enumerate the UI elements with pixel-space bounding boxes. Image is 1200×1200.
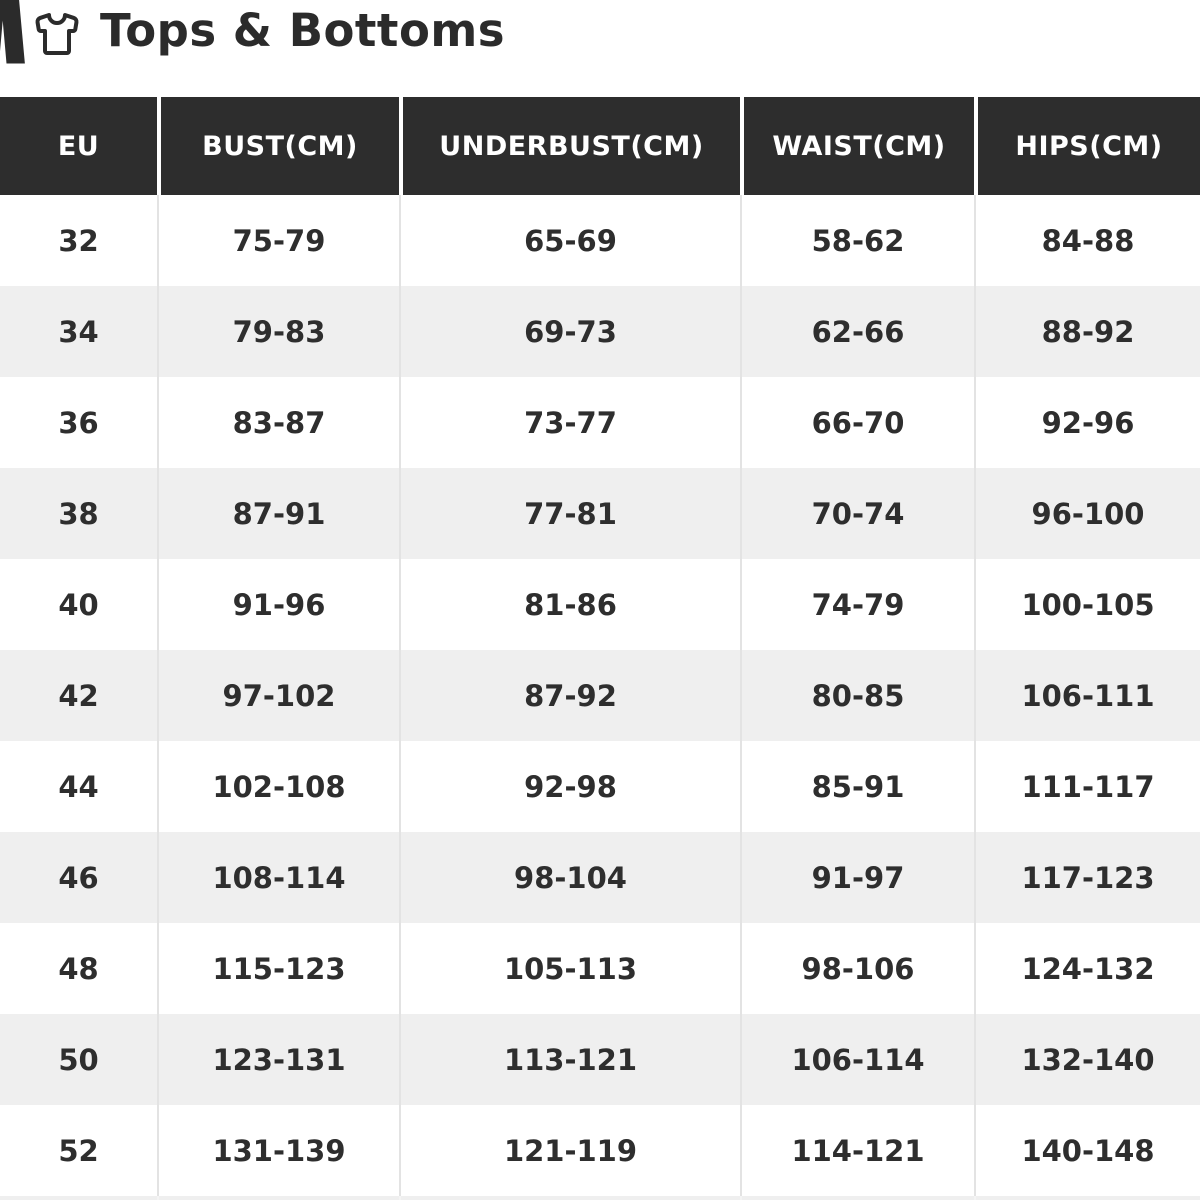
table-cell: 46	[58, 860, 99, 895]
table-cell: 123-131	[157, 1014, 399, 1105]
table-cell: 34	[58, 314, 99, 349]
table-cell: 100-105	[974, 559, 1200, 650]
table-cell: 105-113	[399, 923, 740, 1014]
column-header-underbust: UNDERBUST(CM)	[399, 97, 740, 195]
table-row: 48 115-123 105-113 98-106 124-132	[0, 923, 1200, 1014]
table-cell: 121-119	[399, 1105, 740, 1196]
table-cell: 108-114	[157, 832, 399, 923]
table-cell: 44	[58, 769, 99, 804]
table-cell: 98-106	[740, 923, 974, 1014]
table-row: 34 79-83 69-73 62-66 88-92	[0, 286, 1200, 377]
table-cell: 92-96	[974, 377, 1200, 468]
page-title: Tops & Bottoms	[100, 4, 506, 57]
table-row: 46 108-114 98-104 91-97 117-123	[0, 832, 1200, 923]
table-cell: 79-83	[157, 286, 399, 377]
table-cell: 91-96	[157, 559, 399, 650]
title-bar: Tops & Bottoms	[0, 0, 1200, 97]
table-cell: 66-70	[740, 377, 974, 468]
table-cell: 75-79	[157, 195, 399, 286]
table-cell: 70-74	[740, 468, 974, 559]
table-cell: 32	[58, 223, 99, 258]
table-cell: 88-92	[974, 286, 1200, 377]
table-cell: 117-123	[974, 832, 1200, 923]
table-cell: 97-102	[157, 650, 399, 741]
table-cell: 102-108	[157, 741, 399, 832]
table-row: 50 123-131 113-121 106-114 132-140	[0, 1014, 1200, 1105]
column-header-hips: HIPS(CM)	[974, 97, 1200, 195]
table-cell: 140-148	[974, 1105, 1200, 1196]
table-cell: 96-100	[974, 468, 1200, 559]
column-header-eu: EU	[0, 97, 157, 195]
table-row: 38 87-91 77-81 70-74 96-100	[0, 468, 1200, 559]
table-cell: 36	[58, 405, 99, 440]
table-cell: 38	[58, 496, 99, 531]
table-cell: 40	[58, 587, 99, 622]
tshirt-icon	[35, 13, 79, 55]
table-cell: 81-86	[399, 559, 740, 650]
table-cell: 132-140	[974, 1014, 1200, 1105]
table-cell: 91-97	[740, 832, 974, 923]
table-cell: 84-88	[974, 195, 1200, 286]
table-cell: 83-87	[157, 377, 399, 468]
table-cell: 80-85	[740, 650, 974, 741]
column-header-bust: BUST(CM)	[157, 97, 399, 195]
table-cell: 98-104	[399, 832, 740, 923]
pants-icon	[0, 0, 25, 64]
table-cell: 87-91	[157, 468, 399, 559]
table-cell: 111-117	[974, 741, 1200, 832]
column-header-waist: WAIST(CM)	[740, 97, 974, 195]
table-cell: 74-79	[740, 559, 974, 650]
table-cell: 65-69	[399, 195, 740, 286]
table-header-row: EU BUST(CM) UNDERBUST(CM) WAIST(CM) HIPS…	[0, 97, 1200, 195]
table-cell: 124-132	[974, 923, 1200, 1014]
table-row: 32 75-79 65-69 58-62 84-88	[0, 195, 1200, 286]
table-cell: 131-139	[157, 1105, 399, 1196]
table-cell: 69-73	[399, 286, 740, 377]
table-cell: 92-98	[399, 741, 740, 832]
table-cell: 62-66	[740, 286, 974, 377]
table-cell: 106-111	[974, 650, 1200, 741]
table-row: 40 91-96 81-86 74-79 100-105	[0, 559, 1200, 650]
table-cell: 114-121	[740, 1105, 974, 1196]
table-cell: 50	[58, 1042, 99, 1077]
table-cell: 85-91	[740, 741, 974, 832]
size-table: EU BUST(CM) UNDERBUST(CM) WAIST(CM) HIPS…	[0, 97, 1200, 1200]
table-row: 52 131-139 121-119 114-121 140-148	[0, 1105, 1200, 1196]
table-row: 42 97-102 87-92 80-85 106-111	[0, 650, 1200, 741]
table-row: 44 102-108 92-98 85-91 111-117	[0, 741, 1200, 832]
next-row-partial	[0, 1196, 1200, 1200]
table-cell: 113-121	[399, 1014, 740, 1105]
table-cell: 52	[58, 1133, 99, 1168]
table-cell: 48	[58, 951, 99, 986]
table-cell: 115-123	[157, 923, 399, 1014]
table-cell: 42	[58, 678, 99, 713]
table-cell: 58-62	[740, 195, 974, 286]
table-row: 36 83-87 73-77 66-70 92-96	[0, 377, 1200, 468]
table-cell: 106-114	[740, 1014, 974, 1105]
table-cell: 77-81	[399, 468, 740, 559]
table-cell: 87-92	[399, 650, 740, 741]
table-cell: 73-77	[399, 377, 740, 468]
